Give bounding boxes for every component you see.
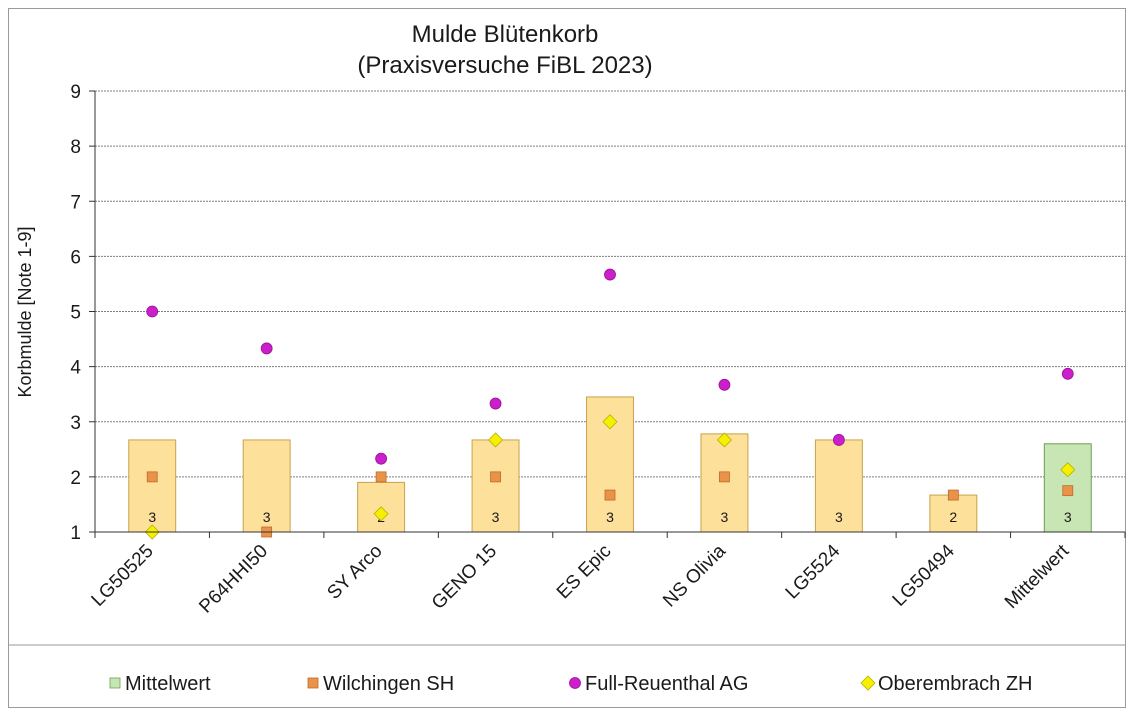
legend-marker-circle	[569, 677, 581, 689]
y-tick-label: 9	[70, 82, 81, 103]
bar-layer: 332333323	[128, 396, 1092, 533]
x-tick-label: Mittelwert	[1001, 540, 1074, 613]
legend-label: Oberembrach ZH	[878, 673, 1033, 695]
marker-circle	[604, 268, 616, 281]
legend-label: Wilchingen SH	[323, 673, 454, 695]
y-tick-label: 1	[70, 523, 81, 544]
marker-diamond	[1060, 462, 1076, 478]
marker-square	[146, 471, 158, 483]
marker-square	[1062, 485, 1074, 497]
bar	[814, 439, 863, 533]
bar-count-label: 3	[606, 509, 614, 525]
marker-circle	[260, 342, 273, 355]
chart-title: Mulde Blütenkorb	[412, 21, 599, 48]
legend-label: Mittelwert	[125, 673, 211, 695]
legend-label: Full-Reuenthal AG	[585, 673, 748, 695]
y-tick-label: 4	[70, 358, 81, 379]
marker-layer	[144, 268, 1076, 540]
x-tick-label: SY Arco	[323, 541, 386, 604]
marker-circle	[489, 397, 502, 410]
y-tick-label: 7	[70, 192, 81, 213]
chart-frame	[8, 8, 1126, 708]
marker-circle	[146, 305, 159, 318]
legend-marker-rect	[109, 677, 121, 689]
marker-square	[604, 489, 616, 501]
marker-square	[719, 471, 730, 483]
legend-layer: Mittelwert Wilchingen SH Full-Reuenthal AG…	[109, 673, 1033, 695]
y-tick-label: 5	[70, 303, 81, 324]
marker-circle	[718, 378, 731, 391]
marker-square	[375, 471, 387, 483]
marker-circle	[1061, 367, 1074, 380]
bar-count-label: 3	[1064, 509, 1072, 525]
bar-count-label: 3	[721, 509, 729, 525]
bar	[242, 439, 291, 533]
x-tick-label: GENO 15	[428, 541, 501, 614]
bar-count-label: 3	[148, 509, 156, 525]
y-tick-label: 8	[70, 137, 81, 158]
bar-count-label: 2	[949, 509, 957, 525]
x-tick-label: P64HHI50	[195, 541, 272, 618]
chart-subtitle: (Praxisversuche FiBL 2023)	[357, 52, 652, 79]
marker-diamond	[373, 506, 389, 522]
y-tick-label: 2	[70, 468, 81, 489]
x-tick-label: ES Epic	[553, 541, 616, 604]
marker-diamond	[602, 414, 618, 430]
axis-layer: 1 2 3 4 5 6 7 8 9 LG50525 P64HHI50 SY Arco GENO 15 ES…	[70, 82, 1126, 618]
bar-count-label: 3	[492, 509, 500, 525]
legend-marker-square	[307, 677, 319, 689]
x-tick-label: NS Olivia	[659, 540, 730, 611]
y-axis-label: Korbmulde [Note 1-9]	[15, 226, 35, 397]
y-tick-label: 3	[70, 413, 81, 434]
y-tick-label: 6	[70, 247, 81, 268]
bar	[471, 439, 520, 533]
marker-diamond	[716, 432, 733, 448]
bar	[929, 494, 978, 533]
marker-square	[490, 471, 501, 483]
marker-square	[947, 489, 959, 501]
marker-circle	[375, 452, 388, 465]
x-tick-label: LG50494	[889, 540, 959, 610]
x-tick-label: LG5524	[782, 540, 845, 603]
bar-count-label: 3	[835, 509, 843, 525]
x-tick-label: LG50525	[88, 541, 158, 611]
marker-diamond	[487, 432, 504, 448]
legend-marker-diamond	[860, 675, 876, 691]
bar-count-label: 3	[263, 509, 271, 525]
marker-circle	[832, 434, 845, 446]
